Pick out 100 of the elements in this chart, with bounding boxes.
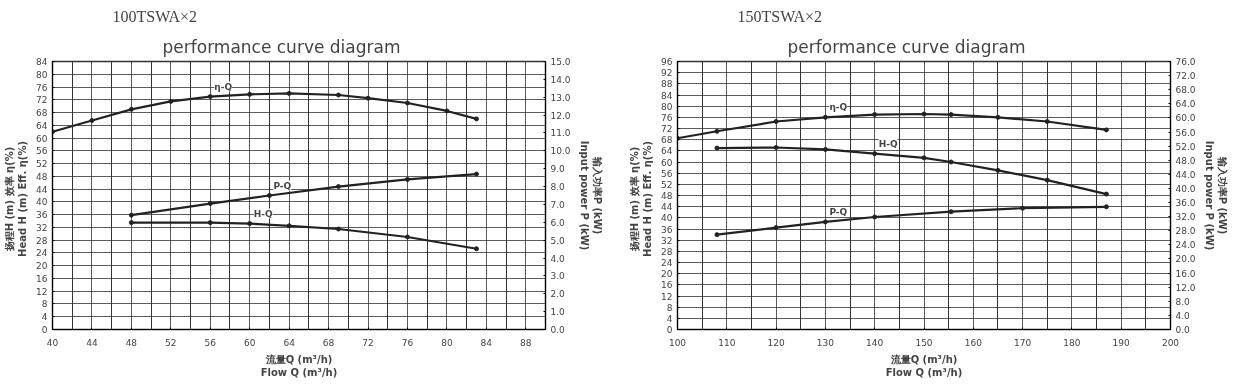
point [444, 108, 450, 114]
y2-tick-label: 48.0 [1175, 155, 1196, 166]
point [207, 94, 213, 100]
point [773, 144, 779, 150]
point [995, 114, 1001, 120]
chart-subtitle: performance curve diagram [787, 36, 1026, 57]
x-tick-label: 52 [165, 337, 177, 348]
point [872, 112, 878, 118]
y-tick-label: 0 [666, 325, 673, 335]
y-tick-label: 60 [36, 133, 48, 144]
y-tick-label: 80 [36, 69, 48, 80]
y2-tick-label: 20.0 [1175, 254, 1196, 265]
y2-axis-title: 输入功率P (kW) Input power P (kW) [1203, 140, 1228, 251]
y-tick-label: 20 [661, 269, 673, 280]
x-tick-label: 76 [401, 337, 414, 348]
x-axis-title: 流量Q (m³/h) Flow Q (m³/h) [885, 353, 963, 378]
x-tick-label: 88 [520, 337, 532, 348]
x-tick-label: 160 [964, 337, 983, 348]
point [404, 176, 410, 182]
y2-tick-label: 0.0 [550, 325, 566, 335]
y-tick-label: 4 [41, 312, 48, 323]
point [822, 146, 828, 152]
point [1103, 191, 1109, 197]
point [335, 226, 341, 232]
y2-tick-label: 3.0 [550, 271, 566, 282]
y-tick-label: 8 [41, 299, 48, 310]
point [473, 116, 479, 122]
point [473, 171, 479, 177]
point [822, 114, 828, 120]
point [404, 100, 410, 106]
y-tick-label: 84 [36, 57, 48, 67]
y-tick-label: 68 [661, 135, 673, 146]
x-tick-label: 56 [204, 337, 217, 348]
y2-tick-label: 0.0 [1175, 325, 1191, 335]
chart-title: 100TSWA×2 [112, 7, 198, 25]
point [1020, 205, 1026, 211]
point [365, 95, 371, 101]
point [714, 145, 720, 151]
y-tick-label: 96 [661, 57, 673, 67]
x-tick-label: 44 [86, 337, 98, 348]
y2-tick-label: 11.0 [550, 128, 571, 139]
x-tick-label: 100 [668, 337, 687, 348]
y2-tick-label: 13.0 [550, 92, 571, 103]
y-tick-label: 44 [36, 184, 48, 195]
point [168, 98, 174, 104]
y-tick-label: 48 [661, 191, 673, 201]
point [266, 193, 272, 198]
y2-tick-label: 14.0 [550, 74, 571, 85]
series-label: P-Q [273, 180, 292, 191]
x-tick-label: 170 [1014, 337, 1032, 348]
y2-tick-label: 32.0 [1175, 212, 1196, 223]
point [1044, 119, 1050, 125]
y-tick-label: 88 [661, 79, 673, 90]
series-label: H-Q [253, 208, 273, 219]
point [948, 112, 954, 118]
point [247, 221, 253, 227]
y-tick-label: 68 [36, 108, 48, 119]
series-label: η-Q [214, 81, 233, 92]
y-tick-label: 32 [36, 222, 48, 233]
x-tick-label: 190 [1112, 337, 1131, 348]
y2-tick-label: 8.0 [550, 182, 566, 193]
point [714, 232, 720, 238]
y-tick-label: 4 [666, 313, 673, 324]
y2-tick-label: 9.0 [550, 164, 566, 175]
y-axis-title: 扬程H (m) 效率 η(%) Head H (m) Eff. η(%) [628, 141, 654, 257]
y-tick-label: 16 [36, 273, 48, 284]
point [921, 155, 927, 161]
y2-tick-label: 28.0 [1175, 226, 1196, 237]
point [207, 220, 213, 226]
point [247, 91, 253, 97]
y2-tick-label: 24.0 [1175, 240, 1196, 251]
point [335, 92, 341, 98]
y2-tick-label: 60.0 [1175, 113, 1196, 124]
y-tick-label: 64 [661, 146, 673, 157]
y-tick-label: 76 [661, 112, 673, 123]
x-tick-label: 72 [362, 337, 374, 348]
point [128, 220, 134, 226]
point [286, 90, 292, 96]
y-tick-label: 28 [661, 246, 673, 257]
y2-tick-label: 72.0 [1175, 71, 1196, 82]
point [473, 246, 479, 252]
y-tick-label: 36 [36, 210, 48, 221]
y-tick-label: 72 [661, 124, 673, 134]
y-tick-label: 52 [661, 179, 673, 190]
y2-tick-label: 4.0 [550, 253, 566, 264]
series-label: P-Q [829, 206, 848, 217]
y-tick-label: 24 [661, 258, 673, 268]
y-tick-label: 28 [36, 235, 48, 246]
x-tick-label: 64 [283, 337, 296, 348]
y2-tick-label: 2.0 [550, 289, 566, 300]
y2-tick-label: 5.0 [550, 235, 566, 246]
chart-subtitle: performance curve diagram [162, 36, 401, 57]
y-tick-label: 24 [36, 248, 48, 259]
y-tick-label: 8 [666, 302, 673, 313]
y-tick-label: 20 [36, 261, 48, 272]
y-tick-label: 64 [36, 120, 48, 131]
y2-tick-label: 15.0 [550, 57, 571, 67]
point [89, 118, 95, 124]
y-tick-label: 76 [36, 82, 48, 93]
point [128, 212, 134, 218]
